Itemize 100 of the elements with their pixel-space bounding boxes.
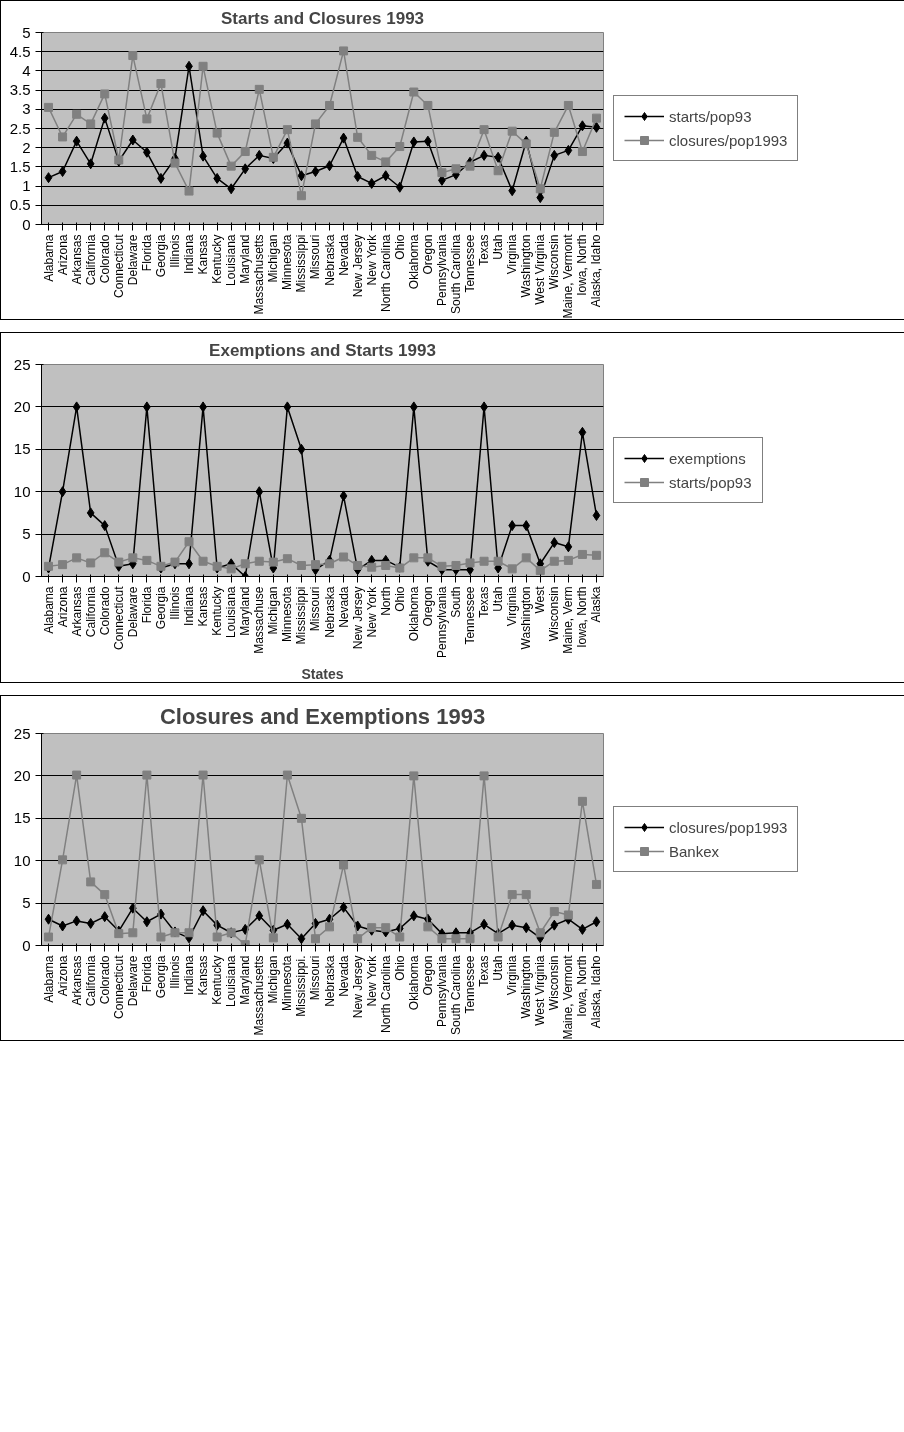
x-tick-label: New York [364, 585, 379, 638]
x-tick-label: California [83, 955, 98, 1007]
x-tick-label: Nebraska [322, 234, 337, 286]
x-tick-label: Michigan [266, 234, 281, 283]
x-tick-label: Louisiana [224, 234, 239, 286]
x-tick-label: Pennsylvania [434, 234, 449, 306]
x-tick-label: Kentucky [210, 586, 225, 636]
x-tick-label: Pennsylvania [434, 955, 449, 1027]
x-tick-label: Georgia [153, 955, 168, 999]
x-tick-label: Arkansas [69, 955, 84, 1006]
x-tick-label: Tennessee [463, 234, 478, 293]
x-tick-label: Colorado [97, 955, 112, 1005]
x-tick-label: Alabama [41, 955, 56, 1003]
x-tick-label: Alabama [41, 586, 56, 634]
x-tick-label: Colorado [97, 586, 112, 636]
y-tick-label: 10 [13, 482, 31, 500]
x-tick-label: Florida [139, 586, 154, 624]
x-tick-label: Minnesota [280, 234, 295, 290]
x-tick-label: Massachusetts [252, 234, 267, 315]
y-tick-label: 2.5 [9, 119, 31, 137]
x-tick-label: Massachusetts [252, 955, 267, 1036]
x-tick-label: North Carolina [378, 234, 393, 312]
x-tick-label: Georgia [153, 586, 168, 630]
x-tick-label: Minnesota [280, 586, 295, 642]
y-tick-label: 1.5 [9, 157, 31, 175]
y-tick-label: 15 [13, 440, 31, 458]
x-tick-label: Kansas [196, 234, 211, 275]
x-tick-label: Indiana [182, 955, 197, 995]
x-tick-label: Pennsylvania [434, 586, 449, 658]
x-tick-label: Louisiana [224, 955, 239, 1007]
x-tick-label: West Virginia [533, 955, 548, 1026]
x-tick-label: Alaska [589, 586, 604, 623]
x-tick-label: Florida [139, 955, 154, 993]
x-tick-label: Nebraska [322, 955, 337, 1007]
x-tick-label: Illinois [167, 586, 182, 620]
x-tick-label: Ohio [392, 586, 407, 612]
y-tick-label: 0 [22, 936, 31, 954]
y-tick-label: 3.5 [9, 81, 31, 99]
x-tick-label: Virginia [505, 955, 520, 996]
x-tick-label: Wisconsin [547, 234, 562, 290]
x-tick-label: Arkansas [69, 586, 84, 637]
x-tick-label: West Virginia [533, 234, 548, 305]
x-tick-label: California [83, 234, 98, 286]
x-tick-label: New Jersey [350, 234, 365, 298]
x-tick-label: Maine, Vermont [561, 233, 576, 319]
x-tick-label: Kansas [196, 586, 211, 627]
legend-label: Bankex [669, 842, 720, 860]
x-tick-label: Michigan [266, 586, 281, 635]
x-tick-label: Utah [491, 586, 506, 612]
legend-label: closures/pop1993 [669, 818, 788, 836]
x-tick-label: Arkansas [69, 234, 84, 285]
y-tick-label: 5 [22, 23, 31, 41]
x-tick-label: Florida [139, 234, 154, 272]
x-tick-label: Missouri [308, 234, 323, 280]
x-tick-label: Washington [519, 955, 534, 1019]
x-tick-label: Arizona [55, 955, 70, 997]
y-tick-label: 5 [22, 525, 31, 543]
y-tick-label: 15 [13, 809, 31, 827]
x-tick-label: Nebraska [322, 586, 337, 638]
x-tick-label: Connecticut [111, 233, 126, 298]
x-tick-label: South [448, 586, 463, 618]
x-tick-label: Oregon [420, 234, 435, 275]
x-tick-label: Maine, Vermont [561, 954, 576, 1040]
x-tick-label: Washington [519, 586, 534, 650]
x-tick-label: Arizona [55, 586, 70, 628]
legend-label: starts/pop93 [669, 107, 752, 125]
x-tick-label: Nevada [336, 234, 351, 276]
x-tick-label: Alaska, Idaho [589, 234, 604, 308]
x-tick-label: Ohio [392, 234, 407, 260]
y-tick-label: 25 [13, 355, 31, 373]
x-tick-label: South Carolina [448, 955, 463, 1035]
x-tick-label: Nevada [336, 586, 351, 628]
x-tick-label: Ohio [392, 955, 407, 981]
y-tick-label: 0.5 [9, 196, 31, 214]
x-tick-label: Virginia [505, 586, 520, 627]
y-tick-label: 0 [22, 567, 31, 585]
x-tick-label: South Carolina [448, 234, 463, 314]
x-tick-label: Indiana [182, 234, 197, 274]
x-tick-label: Utah [491, 955, 506, 981]
x-tick-label: Delaware [125, 234, 140, 286]
x-tick-label: Missouri [308, 586, 323, 632]
x-tick-label: Texas [477, 586, 492, 618]
x-tick-label: Oklahoma [406, 955, 421, 1011]
x-tick-label: Tennessee [463, 955, 478, 1014]
x-tick-label: Oklahoma [406, 586, 421, 642]
x-tick-label: North [378, 586, 393, 616]
y-tick-label: 20 [13, 397, 31, 415]
x-tick-label: Maryland [238, 234, 253, 284]
legend-label: starts/pop93 [669, 473, 752, 491]
x-tick-label: Delaware [125, 586, 140, 638]
x-tick-label: New Jersey [350, 955, 365, 1019]
x-tick-label: West [533, 585, 548, 614]
chart-title: Starts and Closures 1993 [220, 8, 425, 28]
y-tick-label: 5 [22, 894, 31, 912]
x-tick-label: New York [364, 954, 379, 1007]
y-tick-label: 10 [13, 851, 31, 869]
x-tick-label: Washington [519, 234, 534, 298]
y-tick-label: 1 [22, 177, 31, 195]
x-tick-label: Nevada [336, 955, 351, 997]
x-tick-label: Texas [477, 234, 492, 266]
